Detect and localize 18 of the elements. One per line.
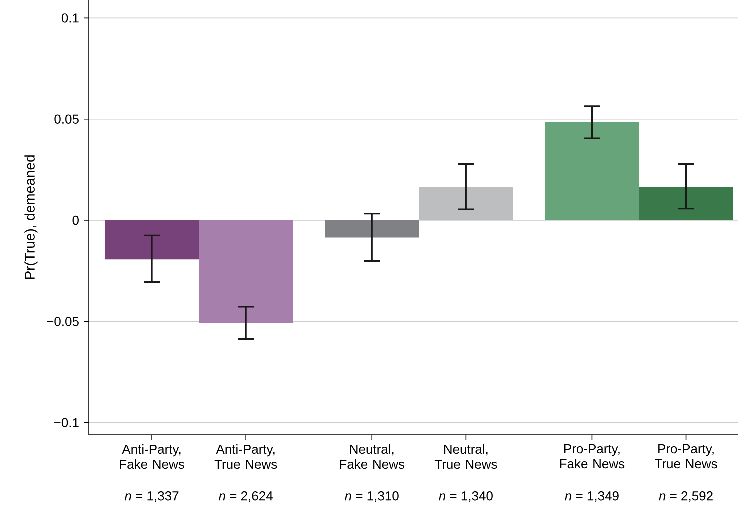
- y-tick-label: 0: [72, 216, 79, 226]
- x-tick-label: Neutral, True News: [434, 444, 498, 470]
- y-axis-title: Pr(True), demeaned: [24, 156, 38, 280]
- x-tick-label: Pro-Party, True News: [655, 444, 718, 469]
- text: n = 1,337: [124, 492, 179, 502]
- x-tick-label: Anti-Party, Fake News: [120, 444, 184, 470]
- text: n = 1,340: [439, 492, 493, 502]
- x-tick-label: Pro-Party, Fake News: [560, 444, 625, 469]
- x-tick-label: Anti-Party, True News: [214, 444, 278, 470]
- text: n = 2,624: [219, 492, 273, 502]
- x-tick-label: Neutral, Fake News: [340, 444, 405, 470]
- y-tick-label: −0.1: [54, 418, 79, 428]
- y-tick-label: −0.05: [47, 317, 79, 326]
- y-tick-label: 0.1: [62, 14, 79, 23]
- text: n = 2,592: [659, 492, 713, 502]
- text: n = 1,310: [345, 492, 399, 502]
- y-tick-label: 0.05: [54, 114, 79, 124]
- text: n = 1,349: [565, 492, 619, 502]
